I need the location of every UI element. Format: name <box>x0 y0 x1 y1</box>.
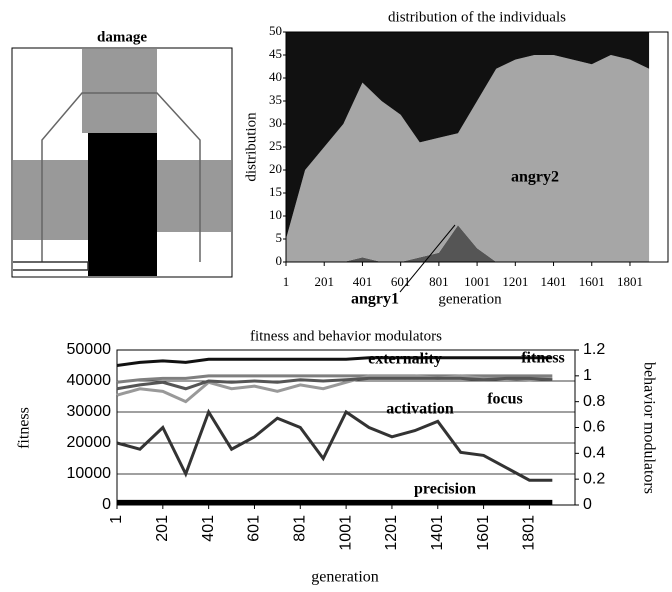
y-tick-label: 45 <box>269 46 282 61</box>
outline <box>13 261 89 271</box>
series-label: externality <box>368 351 442 368</box>
x-axis-label: generation <box>438 291 502 307</box>
x-tick-label: 1201 <box>502 274 528 289</box>
x-tick-label: 1001 <box>337 515 354 551</box>
line <box>116 408 553 482</box>
y2-tick-label: 0.2 <box>583 470 605 487</box>
x-tick-label: 1601 <box>579 274 605 289</box>
series-label: angry2 <box>511 169 559 186</box>
area <box>286 32 650 239</box>
x-tick-label: 1801 <box>521 515 538 551</box>
x-tick-label: 1601 <box>475 515 492 551</box>
line <box>116 374 553 384</box>
line <box>116 376 553 391</box>
x-tick-label: 401 <box>353 274 373 289</box>
line <box>116 374 553 404</box>
y-tick-label: 20 <box>269 161 282 176</box>
block <box>88 133 157 276</box>
y-tick-label: 25 <box>269 138 282 153</box>
y2-tick-label: 1 <box>583 367 592 384</box>
y2-tick-label: 0.6 <box>583 419 605 436</box>
y2-tick-label: 0.4 <box>583 445 605 462</box>
y-tick-label: 35 <box>269 92 282 107</box>
y2-tick-label: 1.2 <box>583 341 605 358</box>
y-axis-label: distribution <box>243 112 259 182</box>
y-tick-label: 10000 <box>67 465 112 482</box>
x-tick-label: 1801 <box>617 274 643 289</box>
line <box>116 356 553 367</box>
block <box>157 160 231 232</box>
y2-axis-label: behavior modulators <box>640 362 657 494</box>
y-tick-label: 30000 <box>67 403 112 420</box>
x-axis-label: generation <box>311 569 379 586</box>
x-tick-label: 401 <box>200 515 217 542</box>
plot-frame <box>116 349 576 506</box>
y-tick-label: 20000 <box>67 434 112 451</box>
x-tick-label: 801 <box>429 274 449 289</box>
outline <box>41 92 201 262</box>
x-tick-label: 201 <box>154 515 171 542</box>
y-tick-label: 10 <box>269 207 282 222</box>
y-axis-label: fitness <box>16 407 33 449</box>
y-tick-label: 40 <box>269 69 282 84</box>
panel-title: fitness and behavior modulators <box>250 328 442 344</box>
series-label: precision <box>414 481 476 498</box>
block <box>82 49 157 133</box>
x-tick-label: 601 <box>246 515 263 542</box>
y-tick-label: 30 <box>269 115 282 130</box>
x-tick-label: 801 <box>292 515 309 542</box>
block <box>13 160 88 240</box>
y-tick-label: 50000 <box>67 341 112 358</box>
y-tick-label: 0 <box>102 496 111 513</box>
series-label: activation <box>386 401 454 418</box>
x-tick-label: 1 <box>283 274 290 289</box>
panel-title: distribution of the individuals <box>388 9 566 25</box>
y2-tick-label: 0.8 <box>583 393 605 410</box>
area <box>286 55 650 262</box>
x-tick-label: 1 <box>108 515 125 524</box>
x-tick-label: 601 <box>391 274 411 289</box>
y-tick-label: 5 <box>276 230 283 245</box>
series-label: angry1 <box>351 291 399 308</box>
series-label: focus <box>487 391 523 408</box>
y-tick-label: 15 <box>269 184 282 199</box>
area <box>286 225 650 262</box>
series-label: fitness <box>521 350 565 367</box>
y-tick-label: 0 <box>276 253 283 268</box>
y2-tick-label: 0 <box>583 496 592 513</box>
y-tick-label: 40000 <box>67 372 112 389</box>
panel-title: damage <box>97 29 147 45</box>
x-tick-label: 1001 <box>464 274 490 289</box>
x-tick-label: 1401 <box>429 515 446 551</box>
damage-diagram <box>11 47 233 278</box>
x-tick-label: 201 <box>314 274 334 289</box>
x-tick-label: 1401 <box>541 274 567 289</box>
pointer <box>399 224 456 293</box>
x-tick-label: 1201 <box>383 515 400 551</box>
y-tick-label: 50 <box>269 23 282 38</box>
